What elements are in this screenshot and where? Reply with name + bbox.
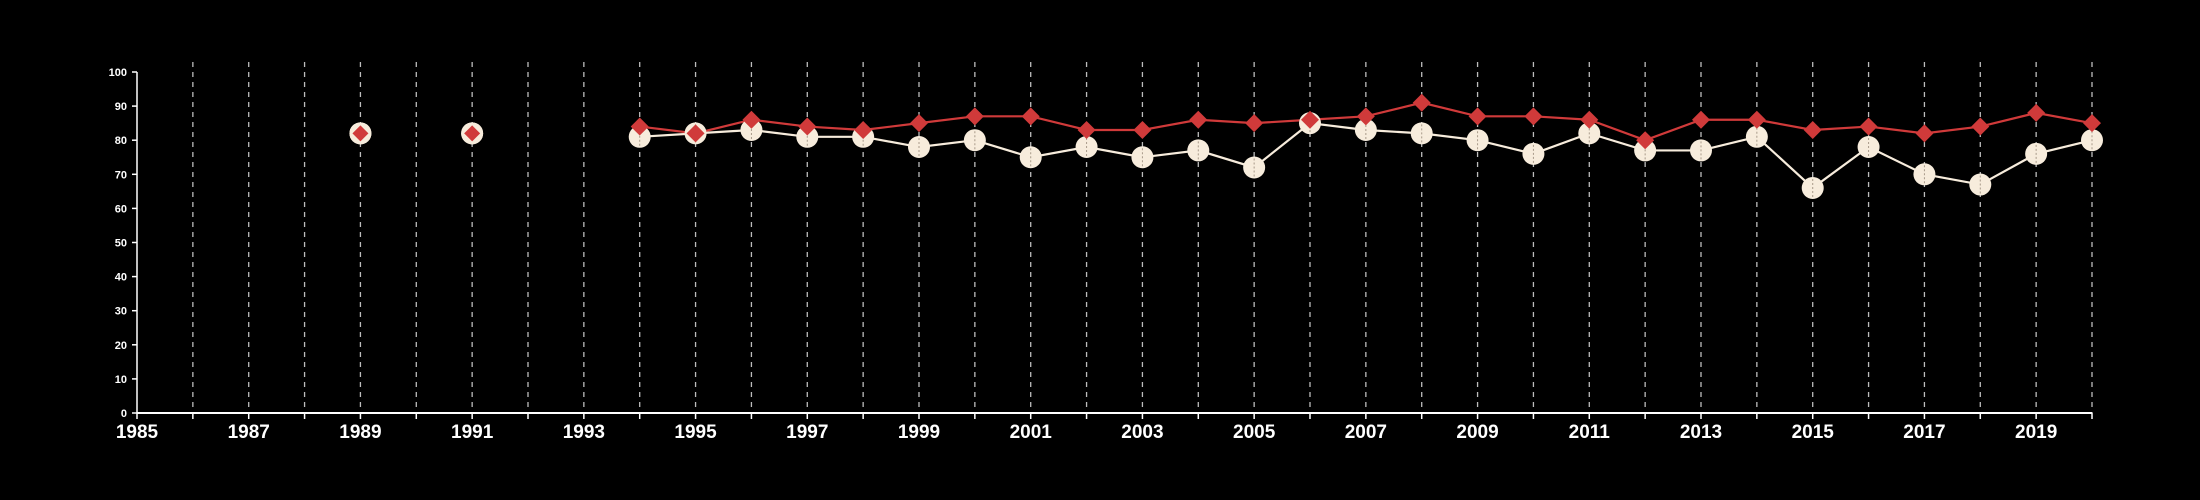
series-markers: [349, 93, 2103, 199]
point-diamond-2010: [1524, 107, 1543, 126]
x-tick-label-2013: 2013: [1680, 422, 1722, 443]
point-diamond-2002: [1077, 120, 1096, 139]
point-diamond-2001: [1021, 107, 1040, 126]
point-diamond-1999: [910, 114, 928, 133]
point-diamond-2014: [1747, 110, 1766, 129]
y-tick-label-80: 80: [115, 135, 127, 147]
point-diamond-2005: [1245, 114, 1264, 133]
y-tick-label-0: 0: [121, 408, 127, 420]
point-diamond-2013: [1692, 110, 1710, 129]
y-tick-label-40: 40: [115, 272, 127, 284]
x-tick-label-1987: 1987: [228, 422, 270, 443]
y-tick-label-90: 90: [115, 101, 127, 113]
tick-labels: 1985 1987 1989 1991 1993 1995 1997 1999 2001 2003…: [109, 67, 2058, 443]
grid-lines: [192, 62, 2093, 413]
point-diamond-2015: [1803, 120, 1822, 139]
x-tick-label-1991: 1991: [451, 422, 494, 443]
point-diamond-2004: [1189, 110, 1208, 129]
y-tick-label-60: 60: [115, 203, 127, 215]
point-diamond-2008: [1412, 93, 1431, 112]
x-tick-label-2003: 2003: [1121, 422, 1163, 443]
x-tick-label-2011: 2011: [1569, 422, 1611, 443]
x-tick-label-2007: 2007: [1345, 422, 1387, 443]
point-diamond-1989: [352, 125, 369, 142]
y-tick-label-70: 70: [115, 169, 127, 181]
point-diamond-2016: [1859, 117, 1878, 136]
x-tick-label-2015: 2015: [1792, 422, 1835, 443]
point-diamond-2009: [1468, 107, 1487, 126]
point-diamond-1994: [630, 117, 649, 136]
x-tick-label-2009: 2009: [1456, 422, 1498, 443]
x-tick-label-1999: 1999: [898, 422, 940, 443]
point-diamond-1997: [798, 117, 817, 136]
point-diamond-1995: [686, 124, 705, 143]
y-tick-label-20: 20: [115, 340, 127, 352]
y-tick-label-100: 100: [109, 67, 127, 79]
point-diamond-1996: [742, 110, 761, 129]
axes: [132, 71, 2093, 419]
x-tick-label-1995: 1995: [674, 422, 717, 443]
x-tick-label-2001: 2001: [1010, 422, 1053, 443]
point-diamond-1991: [464, 125, 481, 142]
point-diamond-2019: [2027, 103, 2046, 122]
point-diamond-2006: [1301, 110, 1319, 129]
y-tick-label-50: 50: [115, 238, 127, 250]
point-diamond-2012: [1636, 131, 1655, 150]
x-tick-label-1985: 1985: [116, 422, 159, 443]
point-diamond-1998: [854, 120, 873, 139]
point-diamond-2018: [1971, 117, 1990, 136]
point-diamond-2020: [2083, 114, 2101, 133]
x-tick-label-2019: 2019: [2015, 422, 2057, 443]
y-tick-label-10: 10: [115, 374, 127, 386]
x-tick-label-2017: 2017: [1903, 422, 1945, 443]
x-tick-label-1989: 1989: [339, 422, 381, 443]
x-tick-label-2005: 2005: [1233, 422, 1276, 443]
point-diamond-2003: [1133, 120, 1152, 139]
point-diamond-2000: [965, 107, 984, 126]
y-tick-label-30: 30: [115, 306, 127, 318]
point-diamond-2017: [1915, 124, 1934, 143]
point-diamond-2007: [1356, 107, 1375, 126]
x-tick-label-1997: 1997: [786, 422, 828, 443]
x-tick-label-1993: 1993: [563, 422, 605, 443]
point-diamond-2011: [1580, 110, 1599, 129]
